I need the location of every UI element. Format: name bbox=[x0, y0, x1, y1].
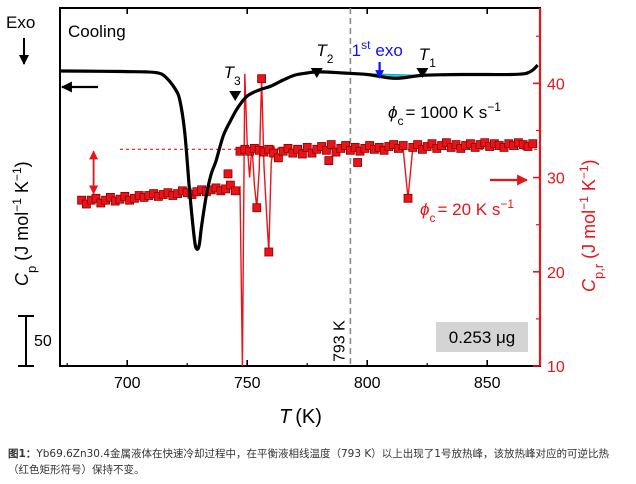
series-20-point bbox=[398, 141, 408, 150]
T2-label: T2 bbox=[316, 41, 333, 66]
caption-text: Yb69.6Zn30.4金属液体在快速冷却过程中，在平衡液相线温度（793 K）… bbox=[8, 448, 609, 476]
x-axis-ticks: 700 750 800 850 bbox=[66, 8, 501, 392]
figure-caption: 图1：Yb69.6Zn30.4金属液体在快速冷却过程中，在平衡液相线温度（793… bbox=[8, 446, 628, 478]
scale-bar-label: 50 bbox=[34, 333, 52, 350]
series-20-point bbox=[223, 169, 233, 179]
yr-tick-label-20: 20 bbox=[547, 265, 565, 282]
exo-label: Exo bbox=[6, 13, 35, 32]
series-20-point bbox=[321, 145, 331, 155]
series-20-spike-line-a bbox=[225, 73, 280, 367]
series-20-point bbox=[528, 139, 538, 149]
yr-tick-label-40: 40 bbox=[547, 76, 565, 93]
T1-label: T1 bbox=[419, 45, 436, 70]
rate-label-20: ϕc = 20 K s−1 bbox=[420, 197, 514, 225]
T3-label: T3 bbox=[224, 63, 241, 88]
series-20-point bbox=[324, 156, 334, 166]
first-exo-label: 1st exo bbox=[352, 38, 403, 60]
sample-mass-label: 0.253 μg bbox=[449, 328, 516, 347]
x-tick-label-700: 700 bbox=[114, 375, 141, 392]
T3-marker bbox=[229, 91, 242, 101]
series-20-point bbox=[230, 186, 240, 196]
series-20-point bbox=[91, 193, 101, 203]
y-axis-left-label: Cp (J mol−1 K−1) bbox=[10, 161, 39, 286]
caption-label: 图1： bbox=[8, 448, 37, 460]
scale-bar: 50 bbox=[18, 315, 52, 367]
series-20-spike-line-b bbox=[395, 145, 421, 199]
right-axis-ticks: 10 20 30 40 bbox=[533, 35, 565, 376]
series-20-point bbox=[413, 140, 423, 150]
sample-mass-box bbox=[436, 322, 528, 352]
T2-marker bbox=[310, 68, 323, 78]
series-20-point bbox=[353, 158, 363, 167]
series-1000-K-per-s-curve bbox=[59, 63, 539, 251]
rate-label-1000: ϕc = 1000 K s−1 bbox=[388, 100, 501, 128]
series-20-point bbox=[293, 144, 303, 154]
series-20-point bbox=[269, 148, 279, 158]
series-20-point bbox=[283, 143, 293, 153]
yr-tick-label-30: 30 bbox=[547, 171, 565, 188]
series-20-point bbox=[252, 203, 262, 213]
x-tick-label-750: 750 bbox=[234, 375, 261, 392]
series-20-K-per-s bbox=[77, 73, 538, 367]
series-20-point bbox=[403, 193, 413, 203]
series-20-point bbox=[441, 138, 451, 148]
series-20-point bbox=[225, 180, 235, 190]
series-20-point bbox=[273, 153, 283, 163]
series-20-point bbox=[326, 140, 336, 150]
x-axis-label: T (K) bbox=[279, 406, 322, 428]
T1-marker bbox=[416, 68, 429, 78]
plot-area-frame bbox=[59, 7, 541, 367]
x-tick-label-850: 850 bbox=[474, 375, 501, 392]
series-20-point bbox=[257, 74, 267, 84]
series-20-point bbox=[302, 142, 312, 152]
series-20-point bbox=[427, 139, 437, 149]
series-20-point bbox=[341, 141, 351, 150]
series-20-point bbox=[297, 149, 307, 159]
chart-title: Cooling bbox=[68, 22, 126, 41]
yr-tick-label-10: 10 bbox=[547, 359, 565, 376]
liquidus-temperature-label: 793 K bbox=[331, 320, 348, 362]
y-axis-right-label: Cp,r (J mol−1 K−1) bbox=[577, 159, 606, 292]
x-tick-label-800: 800 bbox=[354, 375, 381, 392]
series-20-point bbox=[264, 247, 274, 257]
